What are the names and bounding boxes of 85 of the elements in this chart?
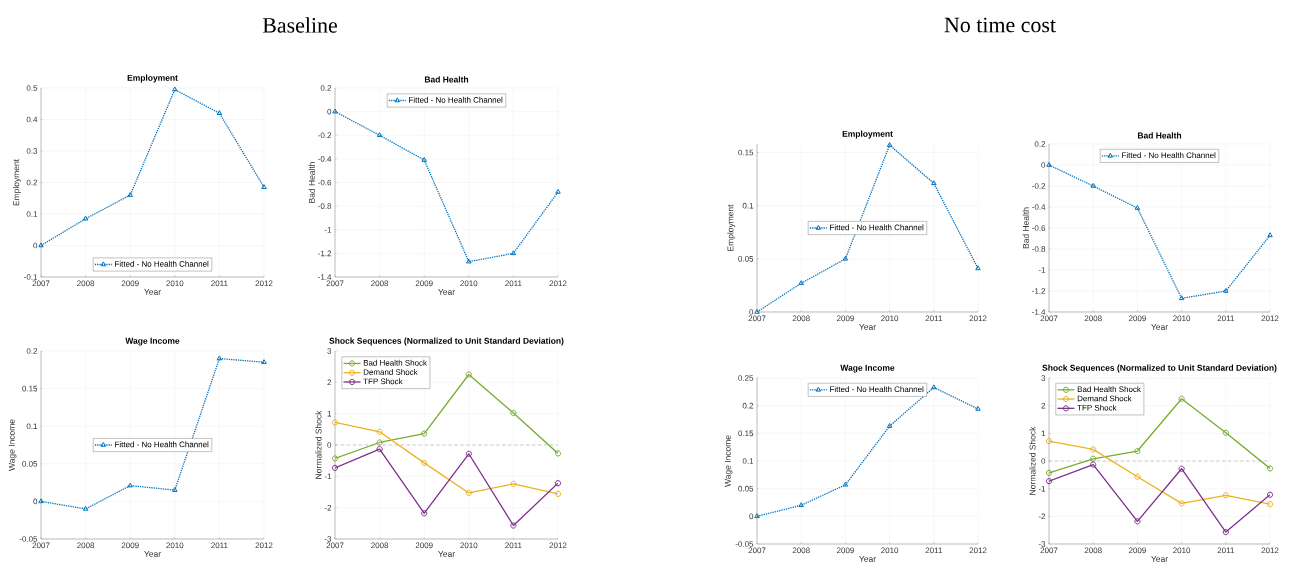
x-axis-title: Year [144,289,161,295]
point [1267,232,1273,238]
x-axis-title: Year [1151,324,1168,330]
point [172,487,178,492]
point [842,481,849,487]
point [1178,500,1185,507]
point [1090,182,1096,188]
point [798,280,804,286]
x-axis-title: Year [438,551,455,557]
point [1134,204,1141,210]
point [82,215,89,221]
point [1046,161,1052,167]
point [1222,492,1229,499]
point [216,110,223,115]
point [376,428,383,435]
y-axis-title: Bad Health [1022,207,1029,249]
point [798,502,804,508]
x-axis-title: Year [859,556,876,562]
x-axis-title: Year [144,551,161,557]
chart-title: Bad Health [424,76,469,83]
chart-title: Shock Sequences (Normalized to Unit Standard Deviation) [329,337,564,346]
point [82,505,89,511]
chart-title: Shock Sequences (Normalized to Unit Standard Deviation) [1042,364,1277,373]
y-axis-title: Wage Income [8,419,17,471]
chart-title: Bad Health [1137,132,1182,139]
point [376,132,383,138]
point [510,409,517,417]
point [376,439,383,446]
point [127,192,133,197]
point [842,255,849,261]
y-axis-title: Employment [727,204,736,251]
point [1178,295,1185,301]
point [510,250,517,256]
point [127,482,133,488]
point [1178,465,1185,472]
y-axis-title: Wage Income [724,435,733,487]
point [466,258,472,264]
y-axis-title: Normalized Shock [1029,426,1036,495]
point [1134,473,1141,480]
point [261,359,267,365]
point [1178,395,1185,402]
chart-title: Wage Income [840,364,895,373]
point [38,242,44,248]
point [931,180,937,186]
point [172,86,178,92]
point [421,510,428,517]
point [465,371,472,378]
point [421,156,427,162]
point [510,522,517,529]
point [465,450,472,457]
point [1134,447,1141,455]
point [421,430,428,437]
x-axis-title: Year [1151,556,1168,562]
point [931,384,937,390]
y-axis-title: Normalized Shock [315,410,322,479]
point [376,445,383,453]
point [975,265,981,271]
point [1222,529,1229,536]
point [886,141,893,147]
y-axis-title: Bad Health [308,162,315,203]
point [975,405,981,411]
point [1134,518,1141,525]
point [216,355,223,361]
point [754,513,760,519]
point [38,498,44,504]
chart-title: Wage Income [125,337,180,346]
point [421,459,428,466]
point [332,108,338,114]
chart-title: Employment [842,130,893,139]
point [1090,461,1097,468]
point [886,423,893,428]
chart-title: Employment [127,74,178,83]
point [1090,446,1097,453]
y-axis-title: Employment [12,159,21,206]
point [510,480,517,487]
point [1090,455,1097,462]
text: No time cost [944,17,1056,33]
point [261,184,267,190]
point [555,188,561,194]
point [1222,429,1229,436]
point [465,489,472,497]
x-axis-title: Year [859,324,876,330]
x-axis-title: Year [438,289,455,295]
text: Baseline [262,17,337,33]
point [1223,287,1229,293]
